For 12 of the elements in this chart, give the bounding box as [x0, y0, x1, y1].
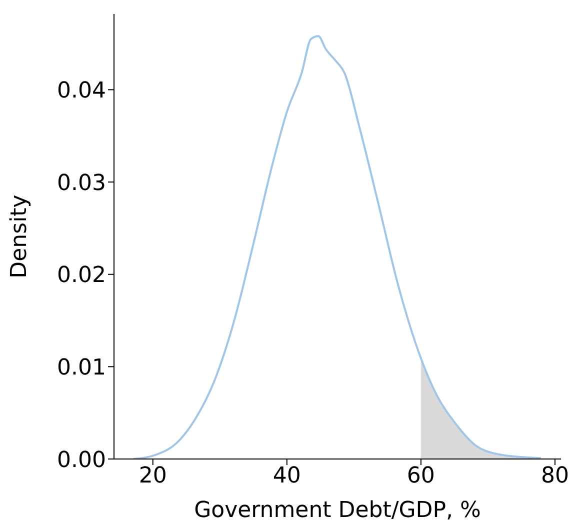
y-tick-label: 0.04 — [57, 78, 106, 104]
x-tick-label: 20 — [138, 464, 167, 489]
y-axis-title: Density — [6, 194, 32, 278]
x-tick-label: 40 — [272, 464, 301, 489]
x-tick-label: 80 — [540, 464, 569, 489]
y-tick-label: 0.01 — [57, 355, 106, 380]
y-tick-label: 0.00 — [57, 448, 106, 473]
y-tick-label: 0.03 — [57, 170, 106, 196]
y-tick-label: 0.02 — [57, 263, 106, 288]
x-tick-label: 60 — [406, 464, 435, 489]
x-axis-title: Government Debt/GDP, % — [194, 498, 481, 523]
line-series — [132, 35, 542, 459]
